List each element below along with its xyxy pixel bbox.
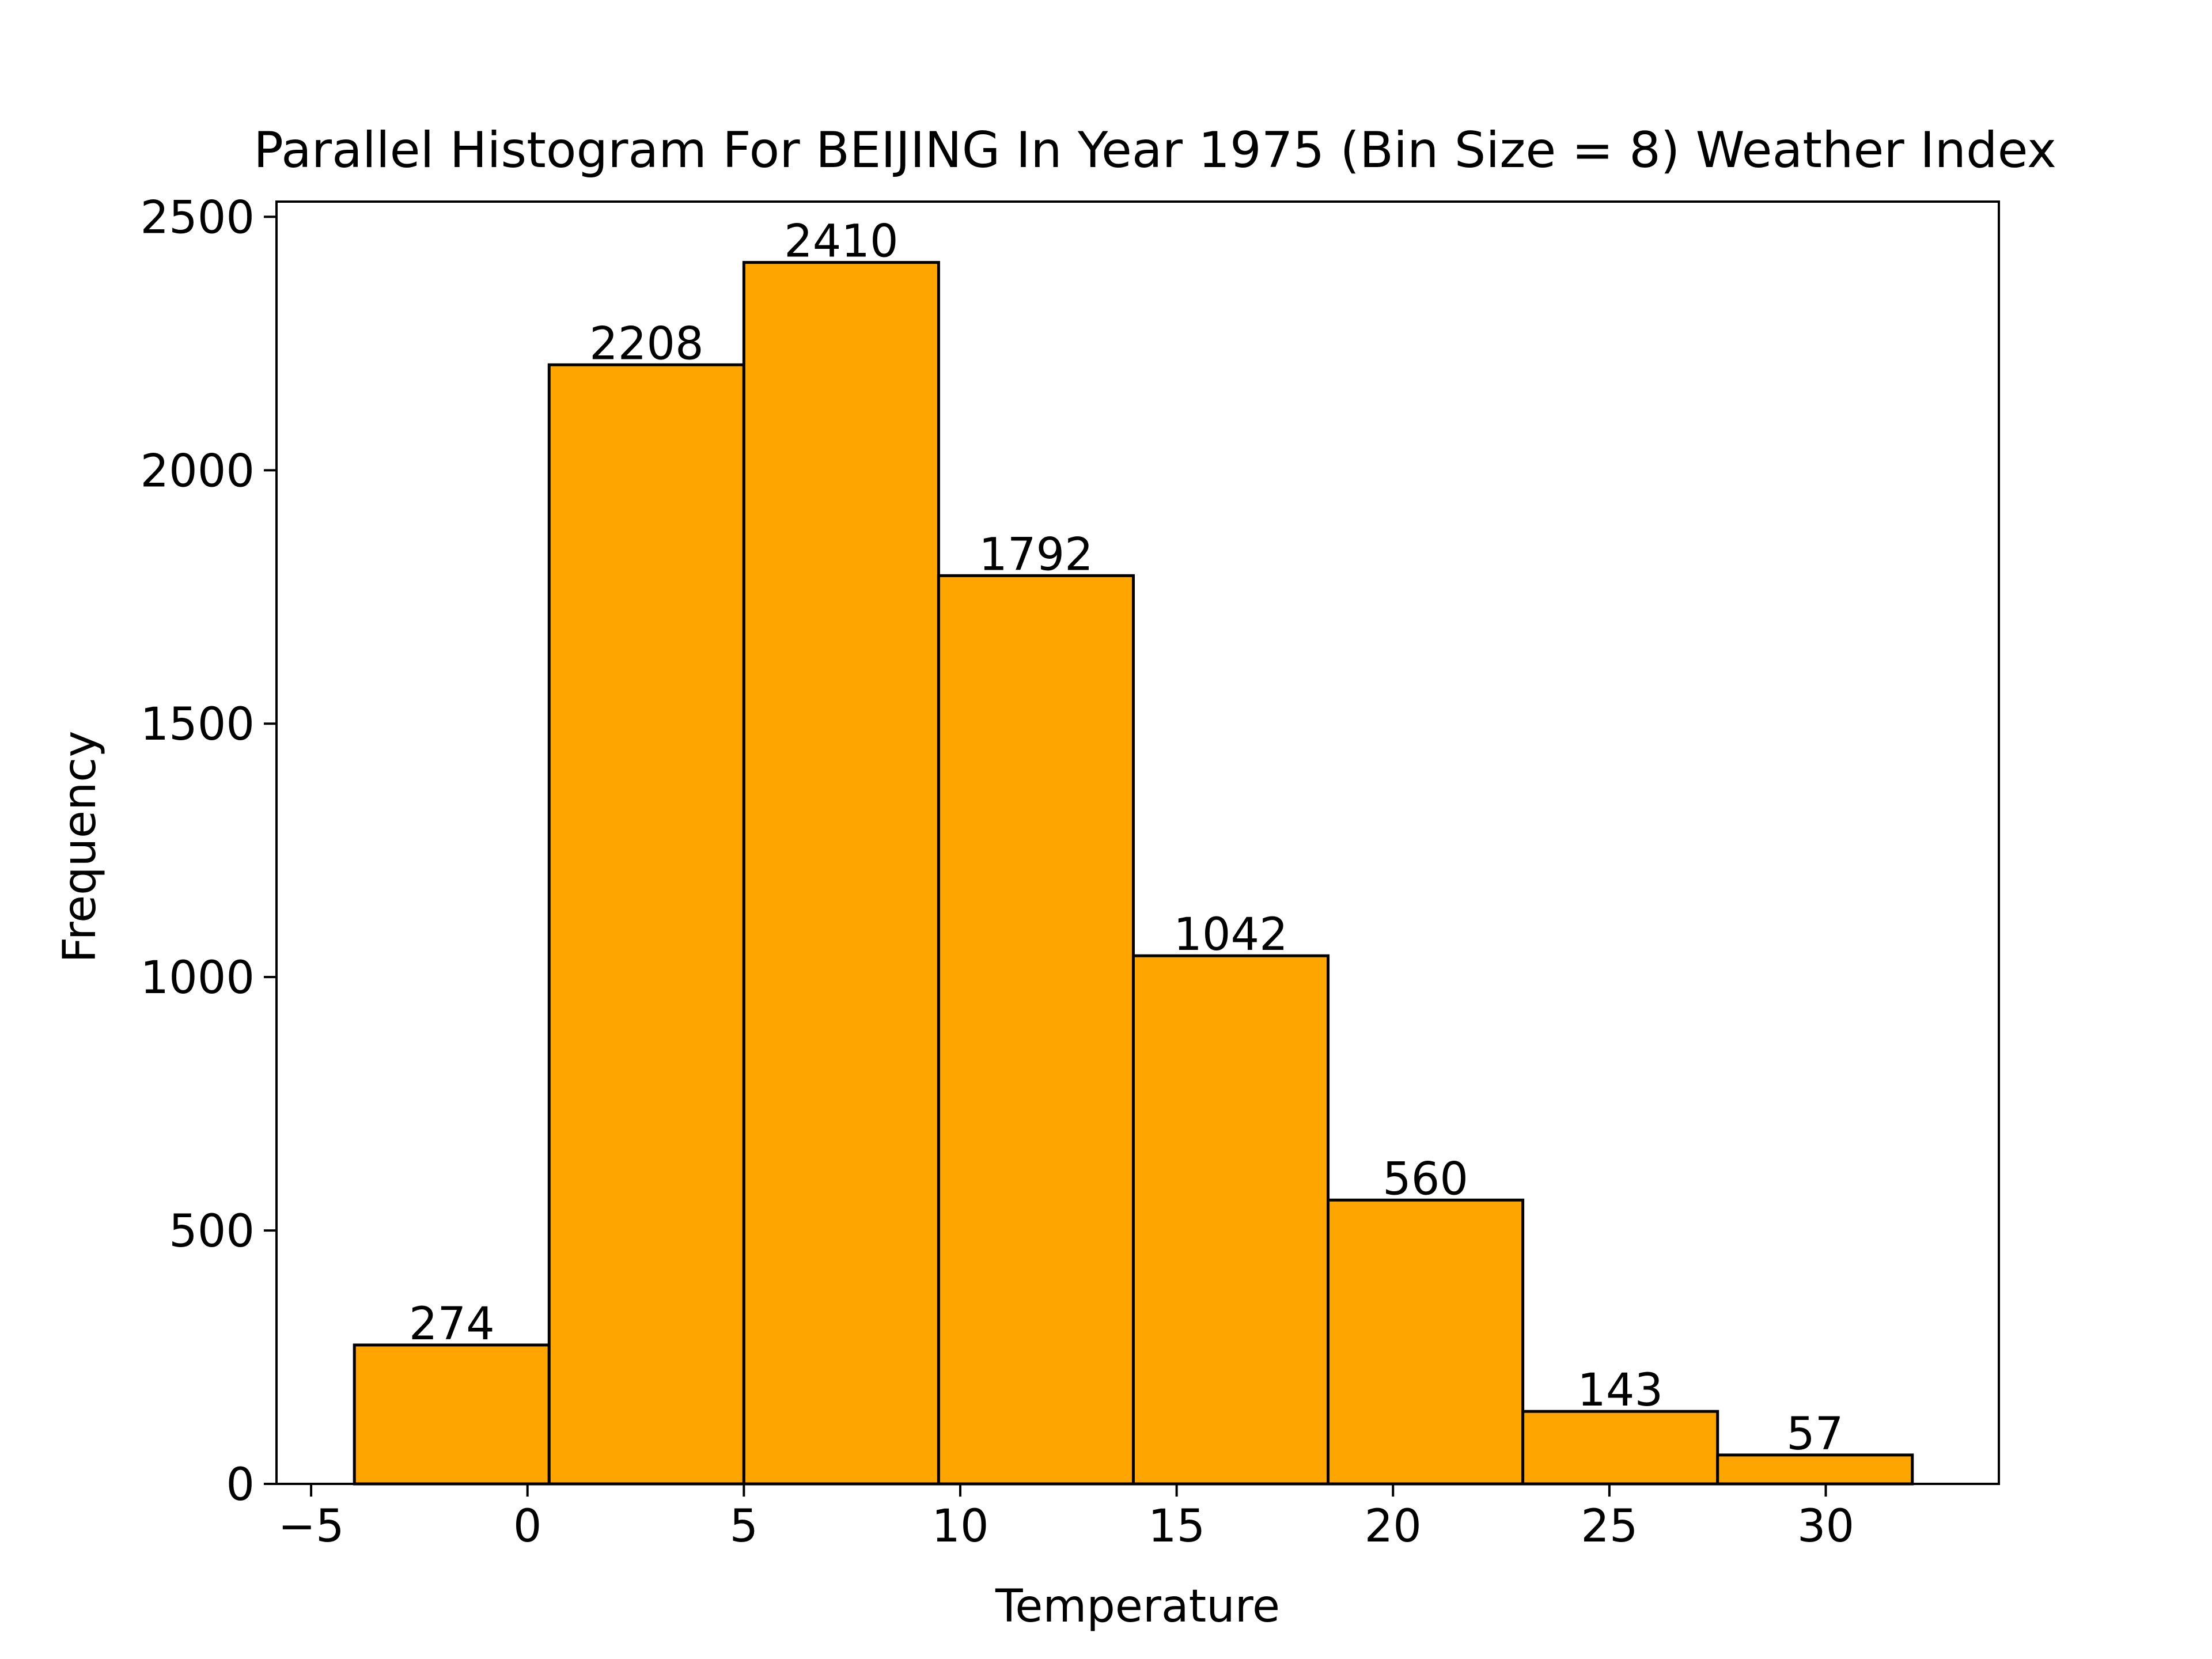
y-axis-ticks: 0 500 1000 1500 2000 2500 — [140, 192, 276, 1511]
chart-title: Parallel Histogram For BEIJING In Year 1… — [253, 122, 2056, 179]
bar-value-label: 274 — [409, 1298, 495, 1350]
histogram-bar — [1327, 1198, 1525, 1486]
histogram-bar — [1131, 954, 1330, 1486]
histogram-bar — [1521, 1410, 1719, 1486]
x-tick-label: 20 — [1365, 1501, 1422, 1552]
bar-value-label: 560 — [1382, 1153, 1468, 1205]
y-tick-label: 2000 — [140, 445, 255, 497]
histogram-bar — [937, 574, 1135, 1486]
y-tick-label: 1000 — [140, 952, 255, 1004]
bar-value-label: 57 — [1786, 1408, 1843, 1460]
y-tick-label: 0 — [226, 1459, 255, 1511]
bar-value-label: 1792 — [979, 529, 1093, 581]
bar-labels-group: 274 2208 2410 1792 1042 560 143 57 — [409, 216, 1844, 1460]
bar-value-label: 2208 — [589, 318, 704, 370]
x-axis-label: Temperature — [995, 1581, 1280, 1633]
y-axis-label: Frequency — [54, 731, 106, 963]
x-tick-label: 0 — [513, 1501, 542, 1552]
x-tick-label: −5 — [278, 1501, 344, 1552]
x-tick-label: 10 — [931, 1501, 988, 1552]
y-tick-label: 2500 — [140, 192, 255, 244]
bar-value-label: 1042 — [1173, 909, 1288, 961]
bar-value-label: 143 — [1577, 1365, 1663, 1416]
x-tick-label: 25 — [1581, 1501, 1638, 1552]
x-tick-label: 15 — [1148, 1501, 1205, 1552]
x-tick-label: 5 — [730, 1501, 759, 1552]
histogram-bar — [547, 363, 745, 1486]
y-tick-label: 500 — [169, 1206, 255, 1257]
x-axis-ticks: −5 0 5 10 15 20 25 30 — [278, 1484, 1854, 1552]
plot-frame — [275, 200, 2000, 1485]
histogram-bar — [353, 1343, 551, 1486]
bar-value-label: 2410 — [784, 216, 899, 268]
bars-group — [353, 261, 1914, 1486]
histogram-bar — [742, 261, 940, 1486]
y-tick-label: 1500 — [140, 699, 255, 751]
x-tick-label: 30 — [1797, 1501, 1854, 1552]
